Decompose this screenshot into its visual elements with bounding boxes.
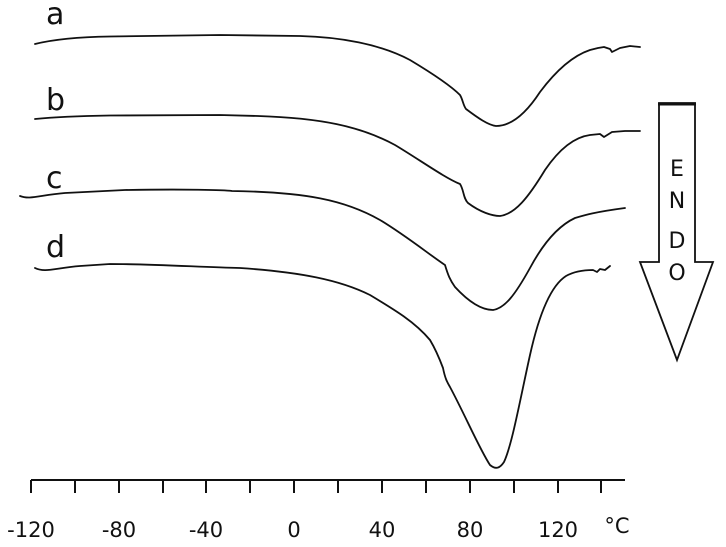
x-axis-unit: °C [604,514,629,538]
x-tick-label: -40 [189,518,223,542]
curve-label-c: c [46,161,63,196]
x-tick-label: 120 [538,518,578,542]
endo-letter-n: N [669,189,685,214]
endo-arrow-icon [638,102,715,363]
endo-letter-d: D [669,229,686,254]
x-tick-label: 0 [287,518,300,542]
endo-letter-o: O [668,261,685,286]
curve-b [34,114,641,217]
x-tick-label: 80 [457,518,484,542]
endo-letter-e: E [670,157,684,182]
curve-d [34,263,611,469]
x-axis-ticks [30,480,602,493]
curve-label-b: b [46,83,65,118]
curve-label-d: d [46,230,65,265]
x-tick-label: 40 [369,518,396,542]
curve-a [34,34,641,127]
curve-label-a: a [46,0,64,32]
x-tick-label: -120 [7,518,55,542]
curve-c [19,188,626,311]
x-tick-label: -80 [102,518,136,542]
